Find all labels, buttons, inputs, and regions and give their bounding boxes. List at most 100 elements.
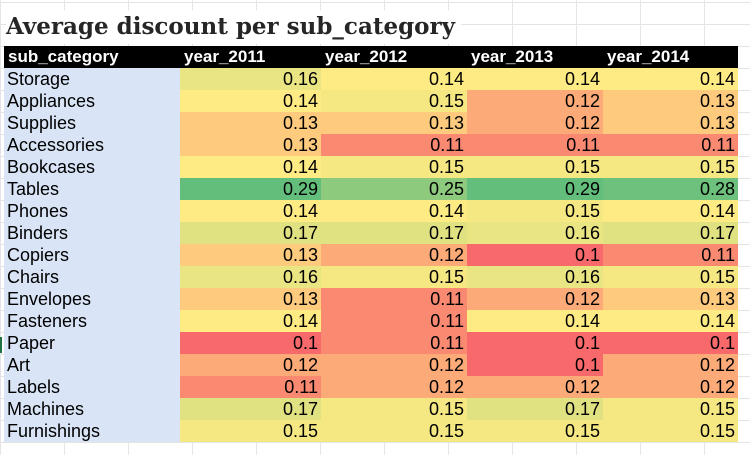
row-label-cell[interactable]: Bookcases [4, 156, 180, 178]
discount-value-cell[interactable]: 0.15 [321, 266, 467, 288]
discount-value-cell[interactable]: 0.16 [467, 266, 603, 288]
discount-value-cell[interactable]: 0.29 [180, 178, 321, 200]
column-header-year-2011[interactable]: year_2011 [184, 47, 266, 66]
discount-value-cell[interactable]: 0.15 [467, 420, 603, 442]
table-row: Furnishings 0.15 0.15 0.15 0.15 [4, 420, 738, 442]
discount-value-cell[interactable]: 0.12 [180, 354, 321, 376]
column-header-sub-category[interactable]: sub_category [8, 47, 119, 66]
table-row: Appliances 0.14 0.15 0.12 0.13 [4, 90, 738, 112]
row-label-cell[interactable]: Furnishings [4, 420, 180, 442]
discount-value-cell[interactable]: 0.1 [467, 332, 603, 354]
discount-value-cell[interactable]: 0.11 [603, 244, 738, 266]
discount-value-cell[interactable]: 0.15 [321, 398, 467, 420]
row-label-cell[interactable]: Tables [4, 178, 180, 200]
discount-value-cell[interactable]: 0.14 [467, 68, 603, 90]
row-label-cell[interactable]: Labels [4, 376, 180, 398]
discount-value-cell[interactable]: 0.12 [321, 376, 467, 398]
discount-value-cell[interactable]: 0.14 [180, 310, 321, 332]
discount-value-cell[interactable]: 0.1 [603, 332, 738, 354]
discount-value-cell[interactable]: 0.12 [467, 376, 603, 398]
discount-value-cell[interactable]: 0.11 [321, 134, 467, 156]
row-label-cell[interactable]: Accessories [4, 134, 180, 156]
discount-value-cell[interactable]: 0.14 [180, 90, 321, 112]
row-label-cell[interactable]: Art [4, 354, 180, 376]
discount-value-cell[interactable]: 0.15 [467, 200, 603, 222]
row-label-cell[interactable]: Phones [4, 200, 180, 222]
row-label-cell[interactable]: Machines [4, 398, 180, 420]
discount-value-cell[interactable]: 0.17 [321, 222, 467, 244]
discount-value-cell[interactable]: 0.13 [180, 112, 321, 134]
discount-value-cell[interactable]: 0.15 [321, 156, 467, 178]
column-header-year-2014[interactable]: year_2014 [607, 47, 690, 66]
discount-value-cell[interactable]: 0.13 [603, 112, 738, 134]
row-label-cell[interactable]: Envelopes [4, 288, 180, 310]
row-label-cell[interactable]: Storage [4, 68, 180, 90]
discount-value-cell[interactable]: 0.17 [467, 398, 603, 420]
discount-value-cell[interactable]: 0.15 [603, 156, 738, 178]
discount-value-cell[interactable]: 0.1 [180, 332, 321, 354]
discount-value-cell[interactable]: 0.11 [321, 310, 467, 332]
discount-value-cell[interactable]: 0.29 [467, 178, 603, 200]
discount-value-cell[interactable]: 0.13 [603, 288, 738, 310]
discount-value-cell[interactable]: 0.16 [467, 222, 603, 244]
discount-value-cell[interactable]: 0.12 [467, 288, 603, 310]
discount-value-cell[interactable]: 0.15 [603, 266, 738, 288]
discount-value-cell[interactable]: 0.15 [467, 156, 603, 178]
row-label-cell[interactable]: Chairs [4, 266, 180, 288]
discount-value-cell[interactable]: 0.12 [467, 90, 603, 112]
discount-value-cell[interactable]: 0.13 [180, 134, 321, 156]
discount-value-cell[interactable]: 0.11 [321, 288, 467, 310]
discount-value-cell[interactable]: 0.14 [467, 310, 603, 332]
discount-value-cell[interactable]: 0.11 [321, 332, 467, 354]
row-label-cell[interactable]: Supplies [4, 112, 180, 134]
row-label-cell[interactable]: Fasteners [4, 310, 180, 332]
discount-value-cell[interactable]: 0.1 [467, 244, 603, 266]
table-row: Paper 0.1 0.11 0.1 0.1 [4, 332, 738, 354]
table-row: Phones 0.14 0.14 0.15 0.14 [4, 200, 738, 222]
discount-value-cell[interactable]: 0.15 [603, 398, 738, 420]
column-header-year-2012[interactable]: year_2012 [325, 47, 408, 66]
discount-value-cell[interactable]: 0.14 [603, 200, 738, 222]
discount-value-cell[interactable]: 0.15 [603, 420, 738, 442]
discount-value-cell[interactable]: 0.12 [603, 354, 738, 376]
row-label-cell[interactable]: Appliances [4, 90, 180, 112]
discount-value-cell[interactable]: 0.1 [467, 354, 603, 376]
discount-value-cell[interactable]: 0.15 [321, 420, 467, 442]
column-header-year-2013[interactable]: year_2013 [471, 47, 554, 66]
table-row: Bookcases 0.14 0.15 0.15 0.15 [4, 156, 738, 178]
discount-value-cell[interactable]: 0.12 [603, 376, 738, 398]
table-row: Fasteners 0.14 0.11 0.14 0.14 [4, 310, 738, 332]
discount-value-cell[interactable]: 0.11 [467, 134, 603, 156]
row-label-cell[interactable]: Paper [4, 332, 180, 354]
discount-value-cell[interactable]: 0.12 [321, 354, 467, 376]
table-row: Machines 0.17 0.15 0.17 0.15 [4, 398, 738, 420]
discount-value-cell[interactable]: 0.14 [180, 200, 321, 222]
discount-value-cell[interactable]: 0.16 [180, 68, 321, 90]
discount-value-cell[interactable]: 0.17 [180, 222, 321, 244]
discount-value-cell[interactable]: 0.11 [603, 134, 738, 156]
discount-value-cell[interactable]: 0.17 [603, 222, 738, 244]
discount-value-cell[interactable]: 0.11 [180, 376, 321, 398]
discount-value-cell[interactable]: 0.12 [467, 112, 603, 134]
discount-value-cell[interactable]: 0.13 [603, 90, 738, 112]
discount-value-cell[interactable]: 0.14 [321, 200, 467, 222]
table-row: Supplies 0.13 0.13 0.12 0.13 [4, 112, 738, 134]
discount-value-cell[interactable]: 0.16 [180, 266, 321, 288]
discount-value-cell[interactable]: 0.15 [321, 90, 467, 112]
discount-value-cell[interactable]: 0.12 [321, 244, 467, 266]
row-label-cell[interactable]: Copiers [4, 244, 180, 266]
table-header-row: sub_category year_2011 year_2012 year_20… [4, 46, 738, 68]
discount-value-cell[interactable]: 0.25 [321, 178, 467, 200]
discount-value-cell[interactable]: 0.15 [180, 420, 321, 442]
discount-value-cell[interactable]: 0.14 [603, 310, 738, 332]
discount-value-cell[interactable]: 0.14 [603, 68, 738, 90]
discount-value-cell[interactable]: 0.13 [180, 244, 321, 266]
table-row: Tables 0.29 0.25 0.29 0.28 [4, 178, 738, 200]
discount-value-cell[interactable]: 0.17 [180, 398, 321, 420]
discount-value-cell[interactable]: 0.14 [321, 68, 467, 90]
row-label-cell[interactable]: Binders [4, 222, 180, 244]
discount-value-cell[interactable]: 0.28 [603, 178, 738, 200]
discount-value-cell[interactable]: 0.13 [180, 288, 321, 310]
discount-value-cell[interactable]: 0.14 [180, 156, 321, 178]
discount-value-cell[interactable]: 0.13 [321, 112, 467, 134]
